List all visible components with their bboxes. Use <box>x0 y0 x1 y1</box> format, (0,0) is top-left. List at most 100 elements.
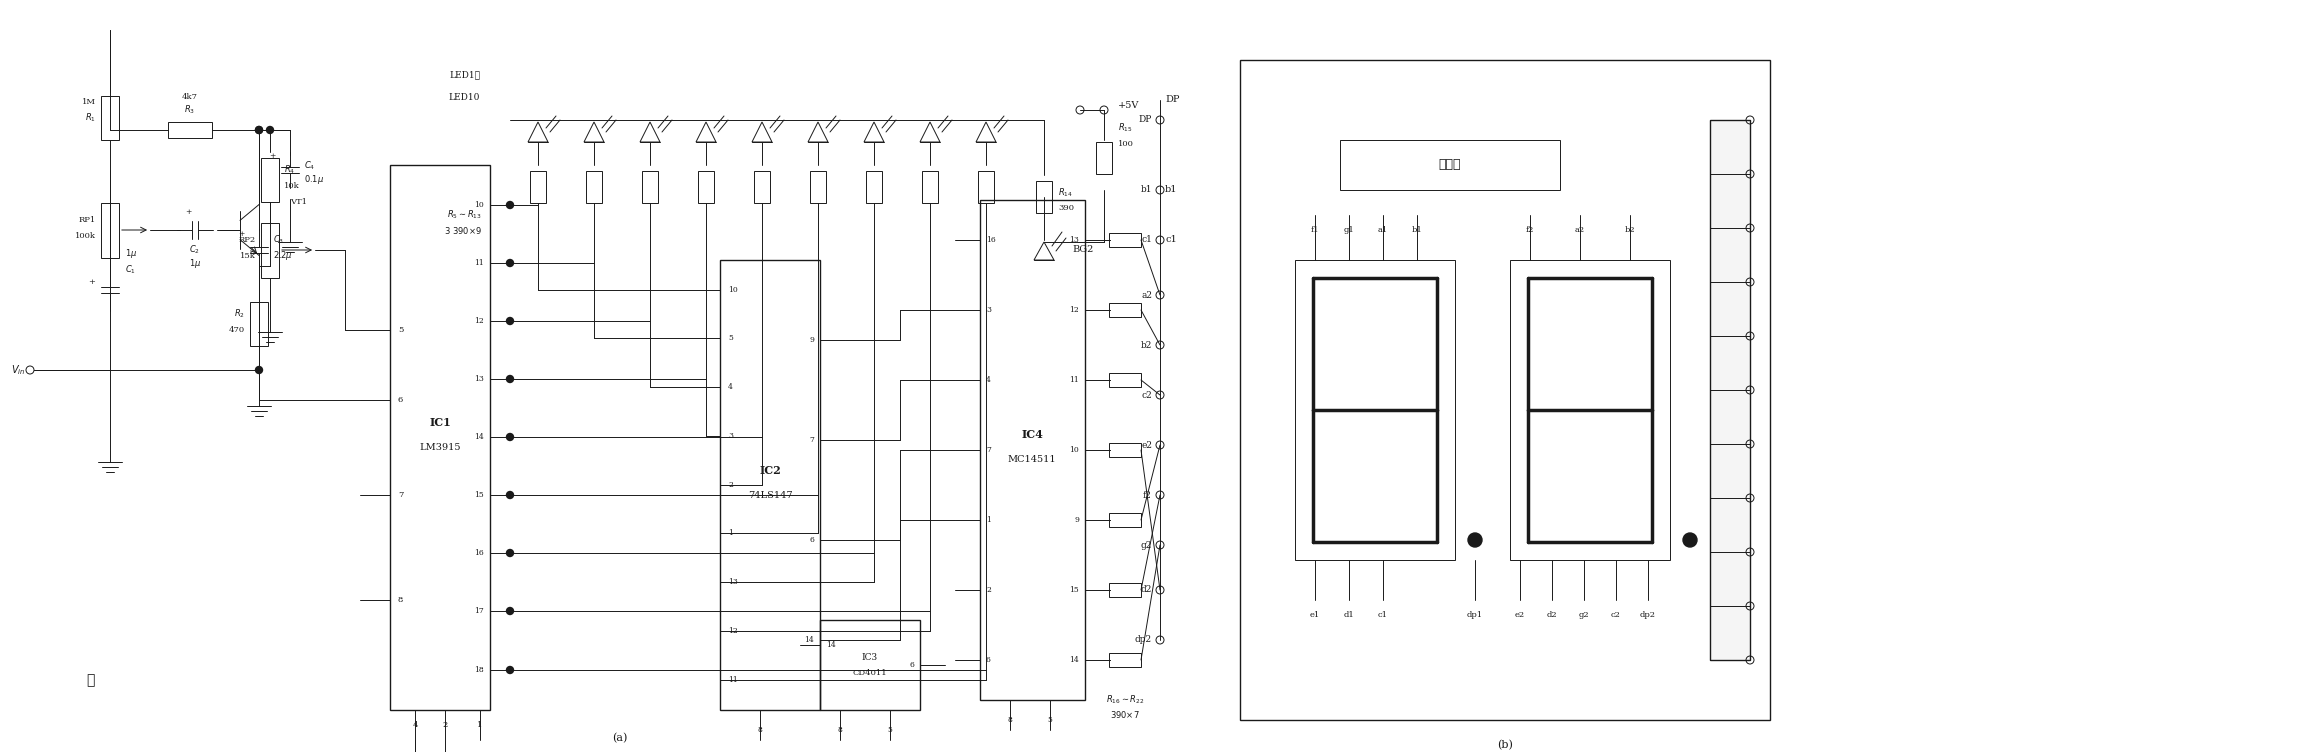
Circle shape <box>505 259 512 266</box>
Text: +: + <box>185 208 192 216</box>
Text: 7: 7 <box>986 446 990 454</box>
Bar <box>1509 260 1671 560</box>
Text: $C_4$: $C_4$ <box>305 159 316 172</box>
Text: $C_1$: $C_1$ <box>125 264 136 276</box>
Text: c2: c2 <box>1140 390 1152 399</box>
Circle shape <box>505 608 512 614</box>
Text: $V_{in}$: $V_{in}$ <box>12 363 25 377</box>
Bar <box>102 96 120 140</box>
Text: 5: 5 <box>1048 716 1052 724</box>
Text: RP1: RP1 <box>78 216 97 224</box>
Text: 4: 4 <box>727 383 734 391</box>
Text: $2.2\mu$: $2.2\mu$ <box>272 248 293 262</box>
Text: 470: 470 <box>228 326 245 334</box>
Text: 13: 13 <box>473 375 485 383</box>
Text: 12: 12 <box>1069 306 1080 314</box>
Text: $390{\times}7$: $390{\times}7$ <box>1110 709 1140 720</box>
Text: 2: 2 <box>443 721 448 729</box>
Text: $R_{16}{\sim}R_{22}$: $R_{16}{\sim}R_{22}$ <box>1106 694 1145 706</box>
Polygon shape <box>529 122 547 142</box>
Polygon shape <box>808 122 829 142</box>
Bar <box>1110 373 1140 387</box>
Text: LED1～: LED1～ <box>450 71 480 80</box>
Text: 10: 10 <box>727 286 739 294</box>
Text: $R_3$: $R_3$ <box>185 104 196 117</box>
Text: c1: c1 <box>1140 235 1152 244</box>
Bar <box>1710 120 1749 660</box>
Bar <box>261 158 279 202</box>
Polygon shape <box>976 122 997 142</box>
Text: 15: 15 <box>473 491 485 499</box>
Text: BG2: BG2 <box>1071 245 1094 254</box>
Text: 7: 7 <box>810 436 815 444</box>
Text: +: + <box>268 152 275 160</box>
Text: 10: 10 <box>1069 446 1080 454</box>
Polygon shape <box>584 122 605 142</box>
Text: 18: 18 <box>473 666 485 674</box>
Text: 1: 1 <box>727 529 734 537</box>
Text: 14: 14 <box>826 641 835 649</box>
Text: 5: 5 <box>397 326 404 334</box>
Bar <box>168 122 212 138</box>
Text: 100: 100 <box>1117 140 1133 148</box>
Polygon shape <box>1034 242 1055 260</box>
Bar <box>1110 513 1140 527</box>
Circle shape <box>256 366 263 374</box>
Text: 390: 390 <box>1057 204 1073 212</box>
Text: CD4011: CD4011 <box>852 669 886 677</box>
Circle shape <box>505 317 512 325</box>
Text: DP: DP <box>1138 116 1152 125</box>
Bar <box>1110 443 1140 457</box>
Text: 15: 15 <box>1069 586 1080 594</box>
Text: (a): (a) <box>612 733 628 743</box>
Text: b2: b2 <box>1625 226 1636 234</box>
Text: a2: a2 <box>1140 290 1152 299</box>
Text: 12: 12 <box>473 317 485 325</box>
Text: e2: e2 <box>1514 611 1526 619</box>
Text: f2: f2 <box>1142 490 1152 499</box>
Text: 14: 14 <box>473 433 485 441</box>
Text: 4: 4 <box>413 721 418 729</box>
Circle shape <box>256 126 263 134</box>
Circle shape <box>1683 533 1696 547</box>
Text: 5: 5 <box>889 726 893 734</box>
Text: IC3: IC3 <box>861 653 877 662</box>
Text: g2: g2 <box>1579 611 1590 619</box>
Bar <box>810 171 826 203</box>
Text: IC2: IC2 <box>759 465 780 475</box>
Text: $R_1$: $R_1$ <box>85 112 97 124</box>
Text: c1: c1 <box>1378 611 1387 619</box>
Text: 8: 8 <box>757 726 762 734</box>
Polygon shape <box>863 122 884 142</box>
Text: 16: 16 <box>473 549 485 557</box>
Text: 3: 3 <box>986 306 990 314</box>
Text: MC14511: MC14511 <box>1009 456 1057 465</box>
Text: VT1: VT1 <box>291 198 307 206</box>
Text: dp2: dp2 <box>1136 635 1152 644</box>
Bar <box>921 171 937 203</box>
Text: $R_2$: $R_2$ <box>233 308 245 320</box>
Text: $3\ 390{\times}9$: $3\ 390{\times}9$ <box>443 225 482 235</box>
Text: a2: a2 <box>1574 226 1586 234</box>
Text: 15k: 15k <box>240 252 256 260</box>
Text: 1: 1 <box>478 721 482 729</box>
Text: 5: 5 <box>727 334 734 342</box>
Text: b1: b1 <box>1140 186 1152 195</box>
Text: IC1: IC1 <box>429 417 450 427</box>
Circle shape <box>505 492 512 499</box>
Bar <box>1341 140 1560 190</box>
Bar <box>390 165 489 710</box>
Text: dp2: dp2 <box>1641 611 1657 619</box>
Text: a1: a1 <box>1378 226 1387 234</box>
Bar <box>261 223 279 278</box>
Text: 14: 14 <box>803 636 815 644</box>
Text: dp1: dp1 <box>1468 611 1484 619</box>
Text: $R_5{\sim}R_{13}$: $R_5{\sim}R_{13}$ <box>448 209 482 221</box>
Text: DP: DP <box>1166 96 1179 105</box>
Text: f1: f1 <box>1311 226 1320 234</box>
Text: $C_3$: $C_3$ <box>272 234 284 246</box>
Bar <box>981 200 1085 700</box>
Polygon shape <box>752 122 771 142</box>
Text: +: + <box>88 278 95 286</box>
Text: 2: 2 <box>986 586 990 594</box>
